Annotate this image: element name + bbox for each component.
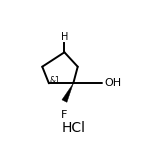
Text: &1: &1 (50, 76, 60, 85)
Text: HCl: HCl (61, 121, 85, 135)
Text: H: H (61, 32, 68, 42)
Polygon shape (62, 83, 73, 102)
Text: F: F (61, 110, 68, 120)
Text: OH: OH (104, 78, 121, 88)
